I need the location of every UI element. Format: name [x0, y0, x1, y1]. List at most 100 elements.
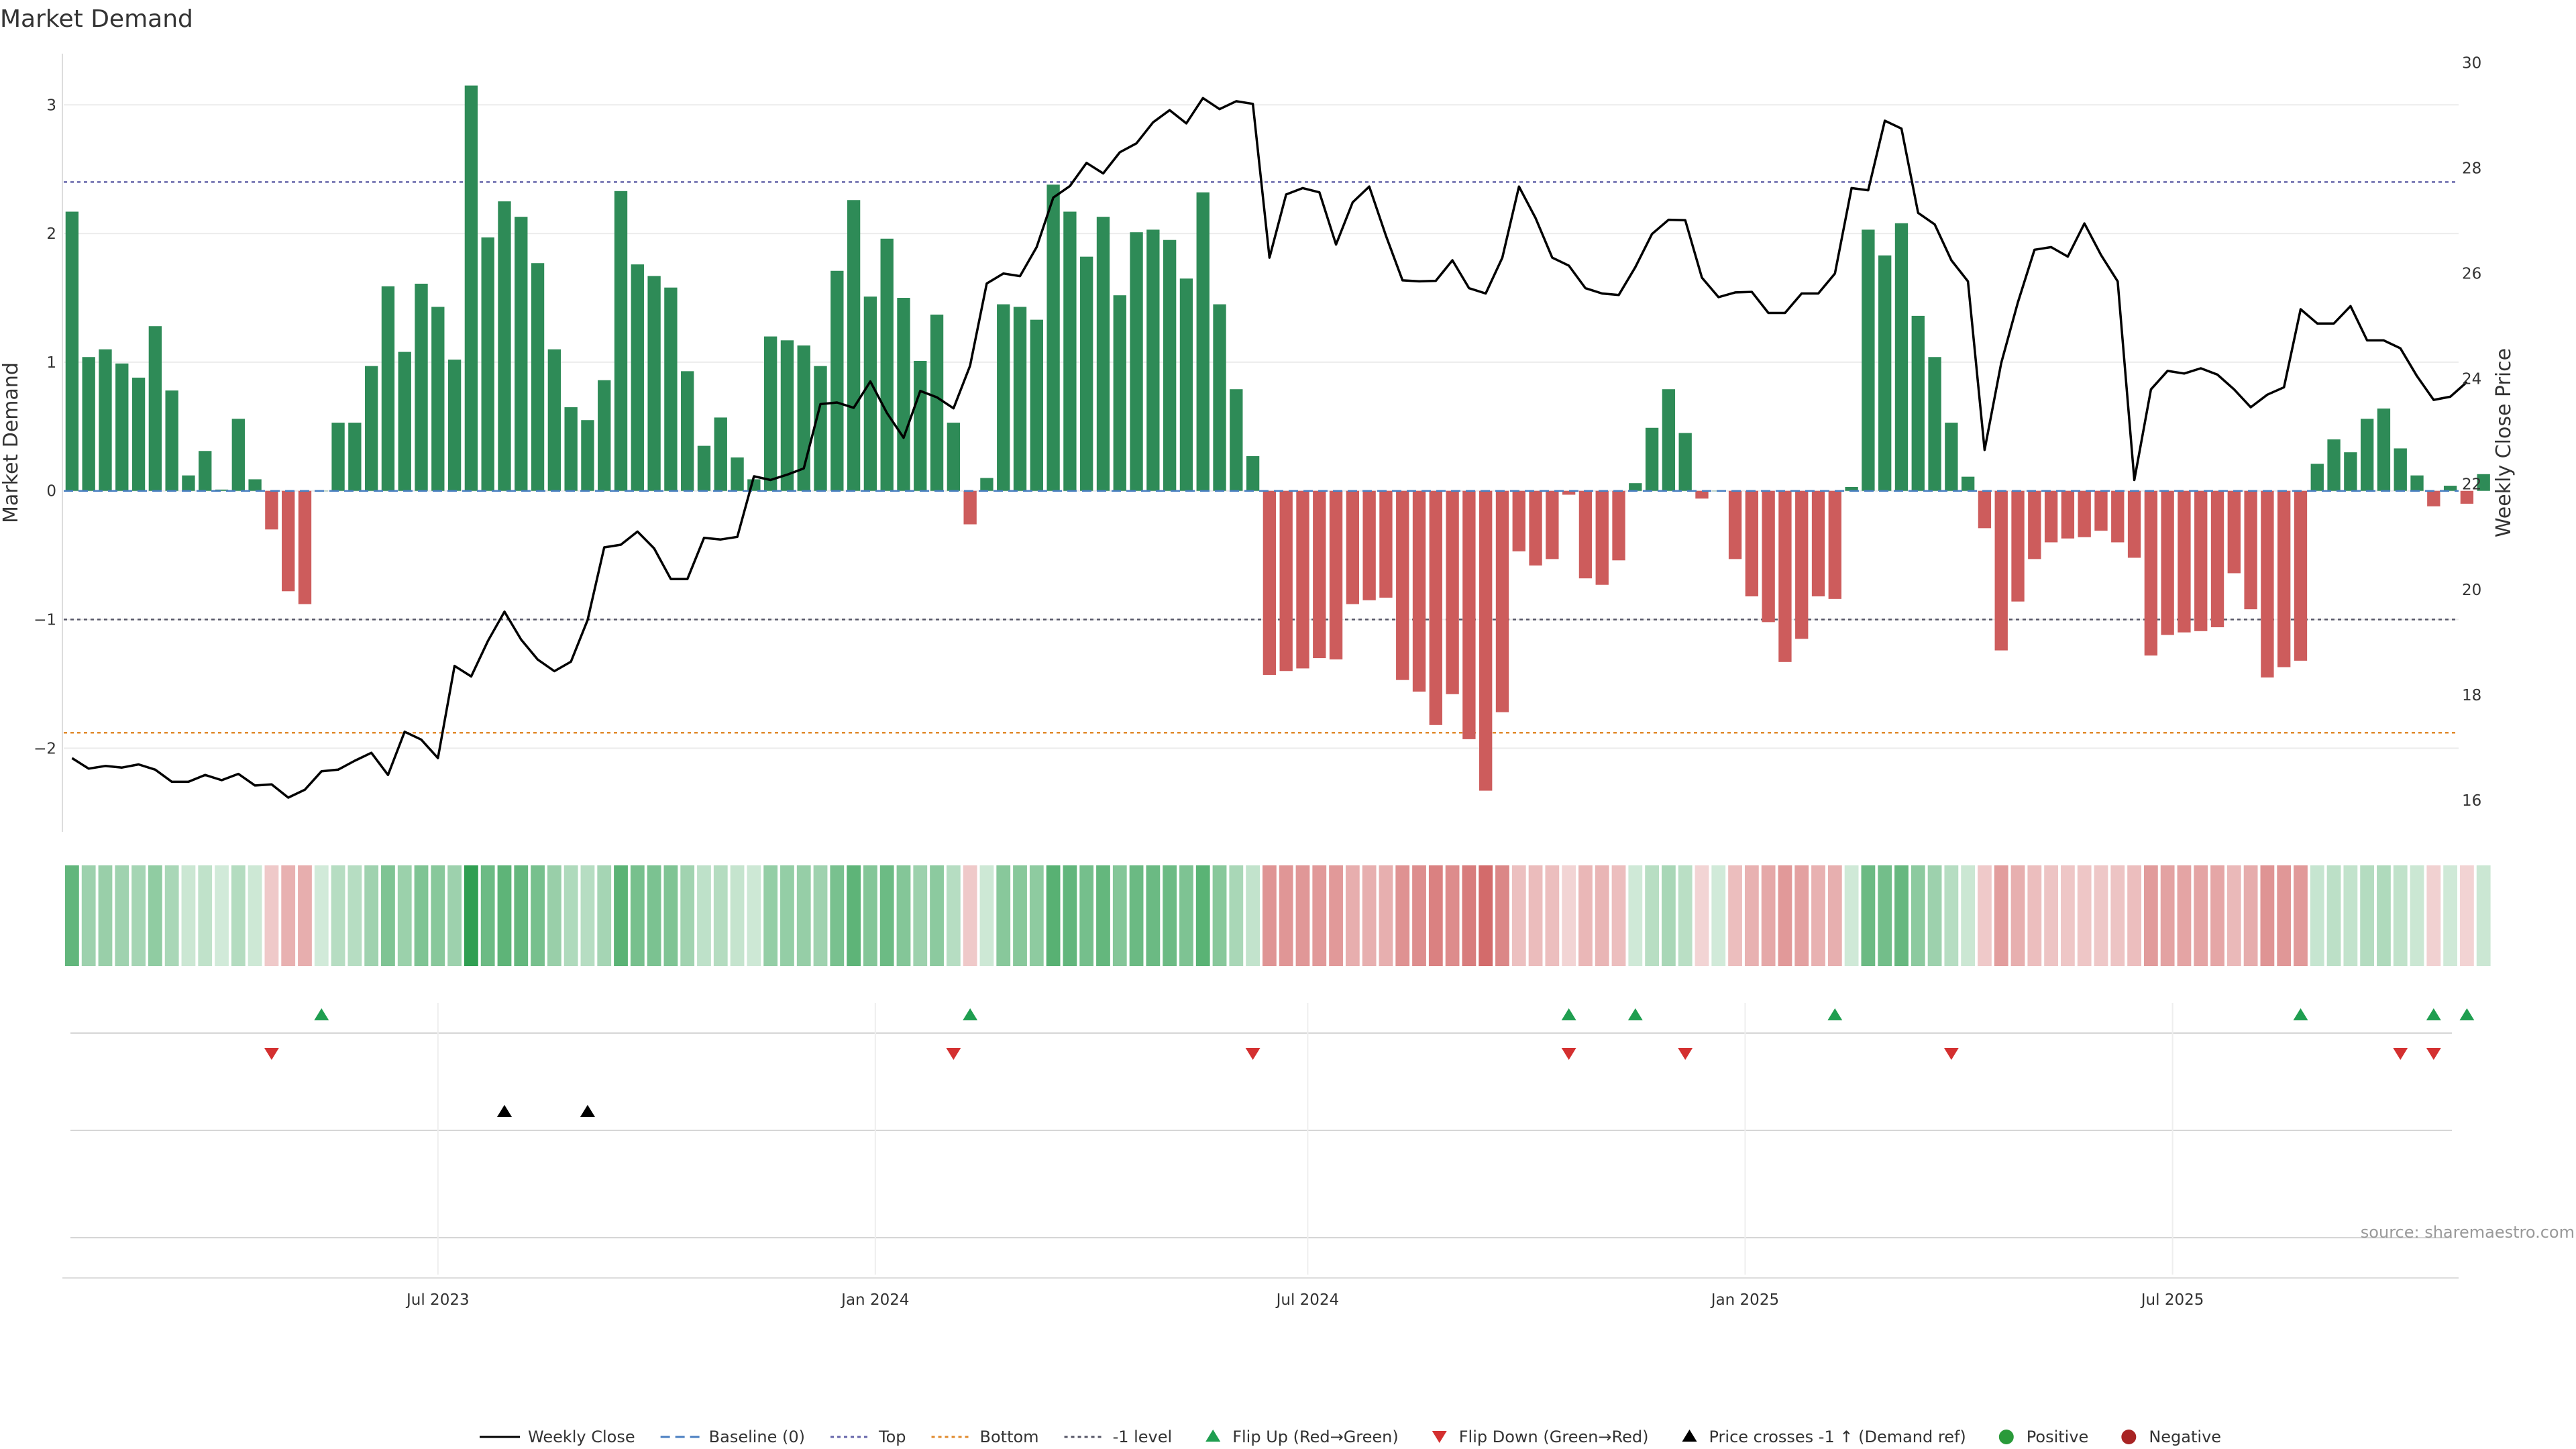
flip-down-marker — [2393, 1048, 2408, 1060]
demand-bar — [1945, 423, 1958, 491]
demand-bar — [980, 478, 994, 491]
legend-item: Baseline (0) — [660, 1428, 805, 1446]
heat-cell — [2260, 865, 2275, 966]
legend-label: Baseline (0) — [709, 1428, 805, 1446]
demand-bar — [930, 314, 944, 491]
demand-bar — [1179, 278, 1193, 491]
heat-cell — [98, 865, 113, 966]
x-tick-label: Jan 2024 — [840, 1291, 909, 1309]
heat-cell — [1927, 865, 1942, 966]
demand-bar — [2161, 490, 2174, 635]
demand-bar — [1662, 389, 1676, 491]
price-cross-marker — [496, 1105, 512, 1117]
heat-cell — [1312, 865, 1327, 966]
heat-cell — [1645, 865, 1659, 966]
demand-bar — [847, 200, 861, 491]
heat-cell — [2143, 865, 2158, 966]
y-tick-label-right: 26 — [2462, 266, 2481, 283]
heat-cell — [730, 865, 745, 966]
demand-bar — [897, 298, 910, 491]
heat-cell — [2027, 865, 2042, 966]
heat-cell — [81, 865, 96, 966]
heat-cell — [813, 865, 828, 966]
heat-cell — [1462, 865, 1477, 966]
heat-cell — [979, 865, 994, 966]
demand-bar — [2094, 490, 2108, 531]
demand-bar — [880, 238, 894, 491]
demand-bar — [2277, 490, 2291, 667]
heat-cell — [531, 865, 545, 966]
heat-cell — [663, 865, 678, 966]
demand-bar — [1994, 490, 2008, 651]
y-tick-label-left: 3 — [46, 97, 56, 114]
heat-cell — [1744, 865, 1759, 966]
heat-cell — [2294, 865, 2308, 966]
heat-cell — [2410, 865, 2424, 966]
demand-bar — [763, 336, 777, 491]
demand-bar — [2327, 439, 2341, 491]
demand-bar — [1046, 184, 1060, 491]
demand-bar — [947, 423, 961, 491]
heat-cell — [1894, 865, 1909, 966]
demand-bar — [1196, 192, 1210, 491]
source-label: source: sharemaestro.com — [2361, 1223, 2575, 1242]
demand-bar — [914, 361, 927, 491]
heat-cell — [1229, 865, 1244, 966]
y-tick-label-right: 20 — [2462, 582, 2481, 599]
demand-bar — [2394, 448, 2407, 491]
heat-cell — [2343, 865, 2358, 966]
heat-cell — [1428, 865, 1443, 966]
legend-item: Bottom — [931, 1428, 1039, 1446]
demand-bar — [331, 423, 345, 491]
y-tick-label-right: 28 — [2462, 160, 2481, 178]
heat-cell — [231, 865, 246, 966]
heat-cell — [2210, 865, 2224, 966]
heat-cell — [331, 865, 345, 966]
heat-cell — [1595, 865, 1609, 966]
demand-bar — [2294, 490, 2308, 661]
demand-bar — [664, 287, 678, 491]
heat-cell — [697, 865, 711, 966]
y-tick-label-right: 24 — [2462, 371, 2481, 388]
heat-cell — [1861, 865, 1876, 966]
demand-bar — [1030, 319, 1043, 491]
demand-bar — [697, 445, 711, 491]
heat-cell — [1761, 865, 1776, 966]
demand-bar — [431, 307, 445, 491]
heat-cell — [2326, 865, 2341, 966]
demand-bar — [2344, 452, 2357, 491]
demand-bar — [464, 85, 478, 491]
heat-cell — [580, 865, 595, 966]
demand-bar — [2111, 490, 2125, 543]
heat-cell — [2044, 865, 2058, 966]
demand-bar — [415, 283, 428, 491]
demand-bar — [1230, 389, 1243, 491]
demand-bar — [82, 357, 95, 491]
heat-cell — [1079, 865, 1094, 966]
legend-item: Price crosses -1 ↑ (Demand ref) — [1682, 1428, 1966, 1446]
legend-label: Weekly Close — [528, 1428, 635, 1446]
y-tick-label-right: 30 — [2462, 55, 2481, 72]
legend-item: Flip Up (Red→Green) — [1205, 1428, 1399, 1446]
demand-bar — [830, 270, 844, 491]
heat-cell — [514, 865, 529, 966]
heat-cell — [2360, 865, 2375, 966]
heat-cell — [1611, 865, 1626, 966]
heat-cell — [1961, 865, 1976, 966]
demand-bar — [1163, 239, 1177, 491]
demand-bar — [2310, 464, 2324, 491]
demand-bar — [148, 326, 162, 491]
flip-down-marker — [946, 1048, 961, 1060]
heat-cell — [647, 865, 661, 966]
demand-heat-strip — [65, 865, 2491, 966]
heat-cell — [1013, 865, 1027, 966]
demand-bar — [381, 286, 395, 491]
legend-label: Flip Up (Red→Green) — [1232, 1428, 1399, 1446]
heat-cell — [1445, 865, 1460, 966]
heat-cell — [281, 865, 296, 966]
heat-cell — [780, 865, 794, 966]
y-axis-label-left: Market Demand — [0, 362, 23, 523]
demand-bar — [2477, 474, 2490, 491]
heat-cell — [1129, 865, 1144, 966]
demand-bar — [2377, 408, 2391, 491]
